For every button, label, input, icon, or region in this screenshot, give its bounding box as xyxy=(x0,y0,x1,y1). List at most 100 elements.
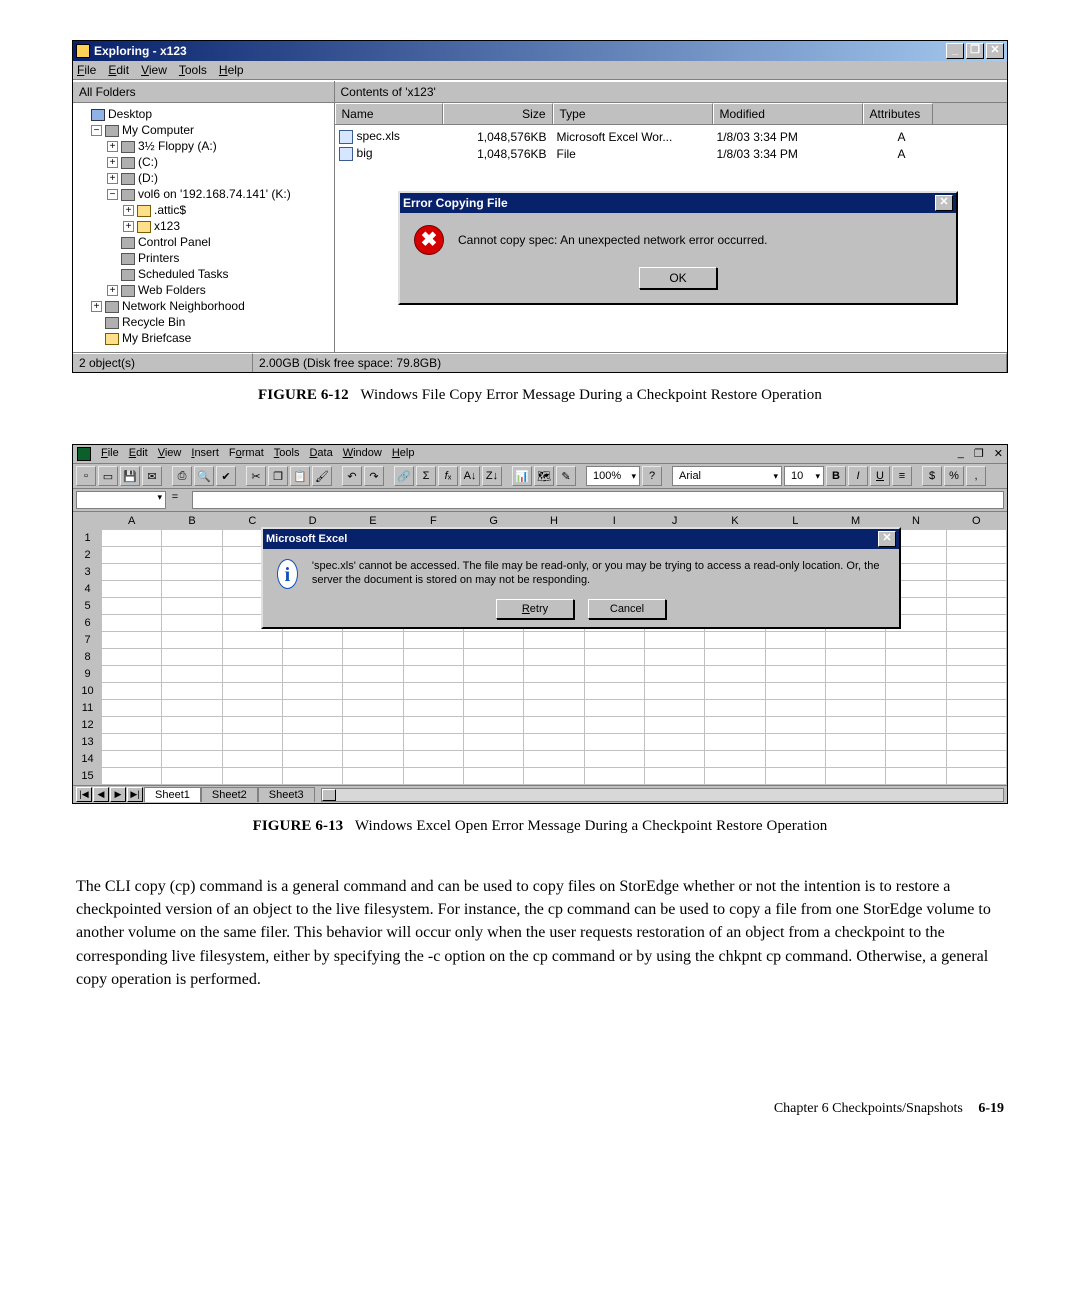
dialog-title: Microsoft Excel xyxy=(266,533,876,545)
menu-format[interactable]: Format xyxy=(229,447,264,461)
new-icon[interactable]: ▫ xyxy=(76,466,96,486)
tree-node[interactable]: +3½ Floppy (A:) xyxy=(77,138,330,154)
sort-asc-icon[interactable]: A↓ xyxy=(460,466,480,486)
help-icon[interactable]: ? xyxy=(642,466,662,486)
tree-node[interactable]: My Briefcase xyxy=(77,330,330,346)
left-panel-header: All Folders xyxy=(73,81,334,103)
menu-help[interactable]: Help xyxy=(219,63,244,77)
percent-icon[interactable]: % xyxy=(944,466,964,486)
formula-bar[interactable] xyxy=(192,491,1004,509)
menu-edit[interactable]: Edit xyxy=(129,447,148,461)
maximize-button[interactable]: ❐ xyxy=(966,43,984,59)
retry-button[interactable]: Retry xyxy=(496,599,574,619)
tab-nav-next[interactable]: ▶ xyxy=(110,787,126,802)
close-button[interactable]: ✕ xyxy=(994,447,1003,461)
currency-icon[interactable]: $ xyxy=(922,466,942,486)
menu-window[interactable]: Window xyxy=(343,447,382,461)
folder-tree[interactable]: Desktop−My Computer+3½ Floppy (A:)+(C:)+… xyxy=(73,103,334,352)
minimize-button[interactable]: _ xyxy=(958,447,964,461)
fx-icon[interactable]: fₓ xyxy=(438,466,458,486)
font-size-dropdown[interactable]: 10 xyxy=(784,466,824,486)
tree-node[interactable]: Scheduled Tasks xyxy=(77,266,330,282)
col-size[interactable]: Size xyxy=(443,103,553,124)
col-modified[interactable]: Modified xyxy=(713,103,863,124)
figure-caption: FIGURE 6-13 Windows Excel Open Error Mes… xyxy=(72,818,1008,835)
tree-node[interactable]: −My Computer xyxy=(77,122,330,138)
menu-help[interactable]: Help xyxy=(392,447,415,461)
spell-icon[interactable]: ✔ xyxy=(216,466,236,486)
tab-nav-prev[interactable]: ◀ xyxy=(93,787,109,802)
tree-node[interactable]: Printers xyxy=(77,250,330,266)
menu-data[interactable]: Data xyxy=(309,447,332,461)
tab-sheet1[interactable]: Sheet1 xyxy=(144,787,201,802)
print-icon[interactable]: ⎙ xyxy=(172,466,192,486)
horizontal-scrollbar[interactable] xyxy=(321,788,1004,802)
bold-icon[interactable]: B xyxy=(826,466,846,486)
drawing-icon[interactable]: ✎ xyxy=(556,466,576,486)
tab-nav-last[interactable]: ▶| xyxy=(127,787,143,802)
error-dialog: Error Copying File ✕ ✖ Cannot copy spec:… xyxy=(398,191,958,305)
dialog-close-button[interactable]: ✕ xyxy=(878,531,896,547)
menu-tools[interactable]: Tools xyxy=(274,447,300,461)
italic-icon[interactable]: I xyxy=(848,466,868,486)
tree-node[interactable]: +Web Folders xyxy=(77,282,330,298)
ok-button[interactable]: OK xyxy=(639,267,717,289)
menu-view[interactable]: View xyxy=(158,447,182,461)
font-name-dropdown[interactable]: Arial xyxy=(672,466,782,486)
tree-node[interactable]: Desktop xyxy=(77,106,330,122)
autosum-icon[interactable]: Σ xyxy=(416,466,436,486)
hyperlink-icon[interactable]: 🔗 xyxy=(394,466,414,486)
mail-icon[interactable]: ✉ xyxy=(142,466,162,486)
file-row[interactable]: spec.xls1,048,576KBMicrosoft Excel Wor..… xyxy=(339,128,1003,145)
tree-node[interactable]: +Network Neighborhood xyxy=(77,298,330,314)
col-attributes[interactable]: Attributes xyxy=(863,103,933,124)
copy-icon[interactable]: ❐ xyxy=(268,466,288,486)
file-list[interactable]: spec.xls1,048,576KBMicrosoft Excel Wor..… xyxy=(335,125,1007,165)
dialog-close-button[interactable]: ✕ xyxy=(935,195,953,211)
map-icon[interactable]: 🗺 xyxy=(534,466,554,486)
undo-icon[interactable]: ↶ xyxy=(342,466,362,486)
chart-icon[interactable]: 📊 xyxy=(512,466,532,486)
preview-icon[interactable]: 🔍 xyxy=(194,466,214,486)
tree-node[interactable]: +(C:) xyxy=(77,154,330,170)
menu-insert[interactable]: Insert xyxy=(191,447,219,461)
tab-sheet2[interactable]: Sheet2 xyxy=(201,787,258,802)
excel-menubar: File Edit View Insert Format Tools Data … xyxy=(73,445,1007,464)
minimize-button[interactable]: _ xyxy=(946,43,964,59)
menu-file[interactable]: File xyxy=(77,63,96,77)
body-paragraph: The CLI copy (cp) command is a general c… xyxy=(72,875,1008,991)
maximize-button[interactable]: ❐ xyxy=(974,447,984,461)
cut-icon[interactable]: ✂ xyxy=(246,466,266,486)
excel-window: File Edit View Insert Format Tools Data … xyxy=(72,444,1008,804)
tree-node[interactable]: Recycle Bin xyxy=(77,314,330,330)
menu-view[interactable]: View xyxy=(141,63,167,77)
save-icon[interactable]: 💾 xyxy=(120,466,140,486)
tab-sheet3[interactable]: Sheet3 xyxy=(258,787,315,802)
align-icon[interactable]: ≡ xyxy=(892,466,912,486)
underline-icon[interactable]: U xyxy=(870,466,890,486)
close-button[interactable]: ✕ xyxy=(986,43,1004,59)
cancel-button[interactable]: Cancel xyxy=(588,599,666,619)
col-name[interactable]: Name xyxy=(335,103,443,124)
menu-tools[interactable]: Tools xyxy=(179,63,207,77)
redo-icon[interactable]: ↷ xyxy=(364,466,384,486)
paste-icon[interactable]: 📋 xyxy=(290,466,310,486)
zoom-dropdown[interactable]: 100% xyxy=(586,466,640,486)
name-box[interactable] xyxy=(76,491,166,509)
tree-node[interactable]: +.attic$ xyxy=(77,202,330,218)
tree-node[interactable]: −vol6 on '192.168.74.141' (K:) xyxy=(77,186,330,202)
sort-desc-icon[interactable]: Z↓ xyxy=(482,466,502,486)
footer-chapter: Chapter 6 Checkpoints/Snapshots xyxy=(774,1101,963,1116)
file-row[interactable]: big1,048,576KBFile1/8/03 3:34 PMA xyxy=(339,145,1003,162)
tree-node[interactable]: Control Panel xyxy=(77,234,330,250)
comma-icon[interactable]: , xyxy=(966,466,986,486)
format-painter-icon[interactable]: 🖌 xyxy=(312,466,332,486)
tab-nav-first[interactable]: |◀ xyxy=(76,787,92,802)
tree-node[interactable]: +x123 xyxy=(77,218,330,234)
dialog-body: i 'spec.xls' cannot be accessed. The fil… xyxy=(263,549,899,627)
tree-node[interactable]: +(D:) xyxy=(77,170,330,186)
col-type[interactable]: Type xyxy=(553,103,713,124)
open-icon[interactable]: ▭ xyxy=(98,466,118,486)
menu-edit[interactable]: Edit xyxy=(108,63,129,77)
menu-file[interactable]: File xyxy=(101,447,119,461)
